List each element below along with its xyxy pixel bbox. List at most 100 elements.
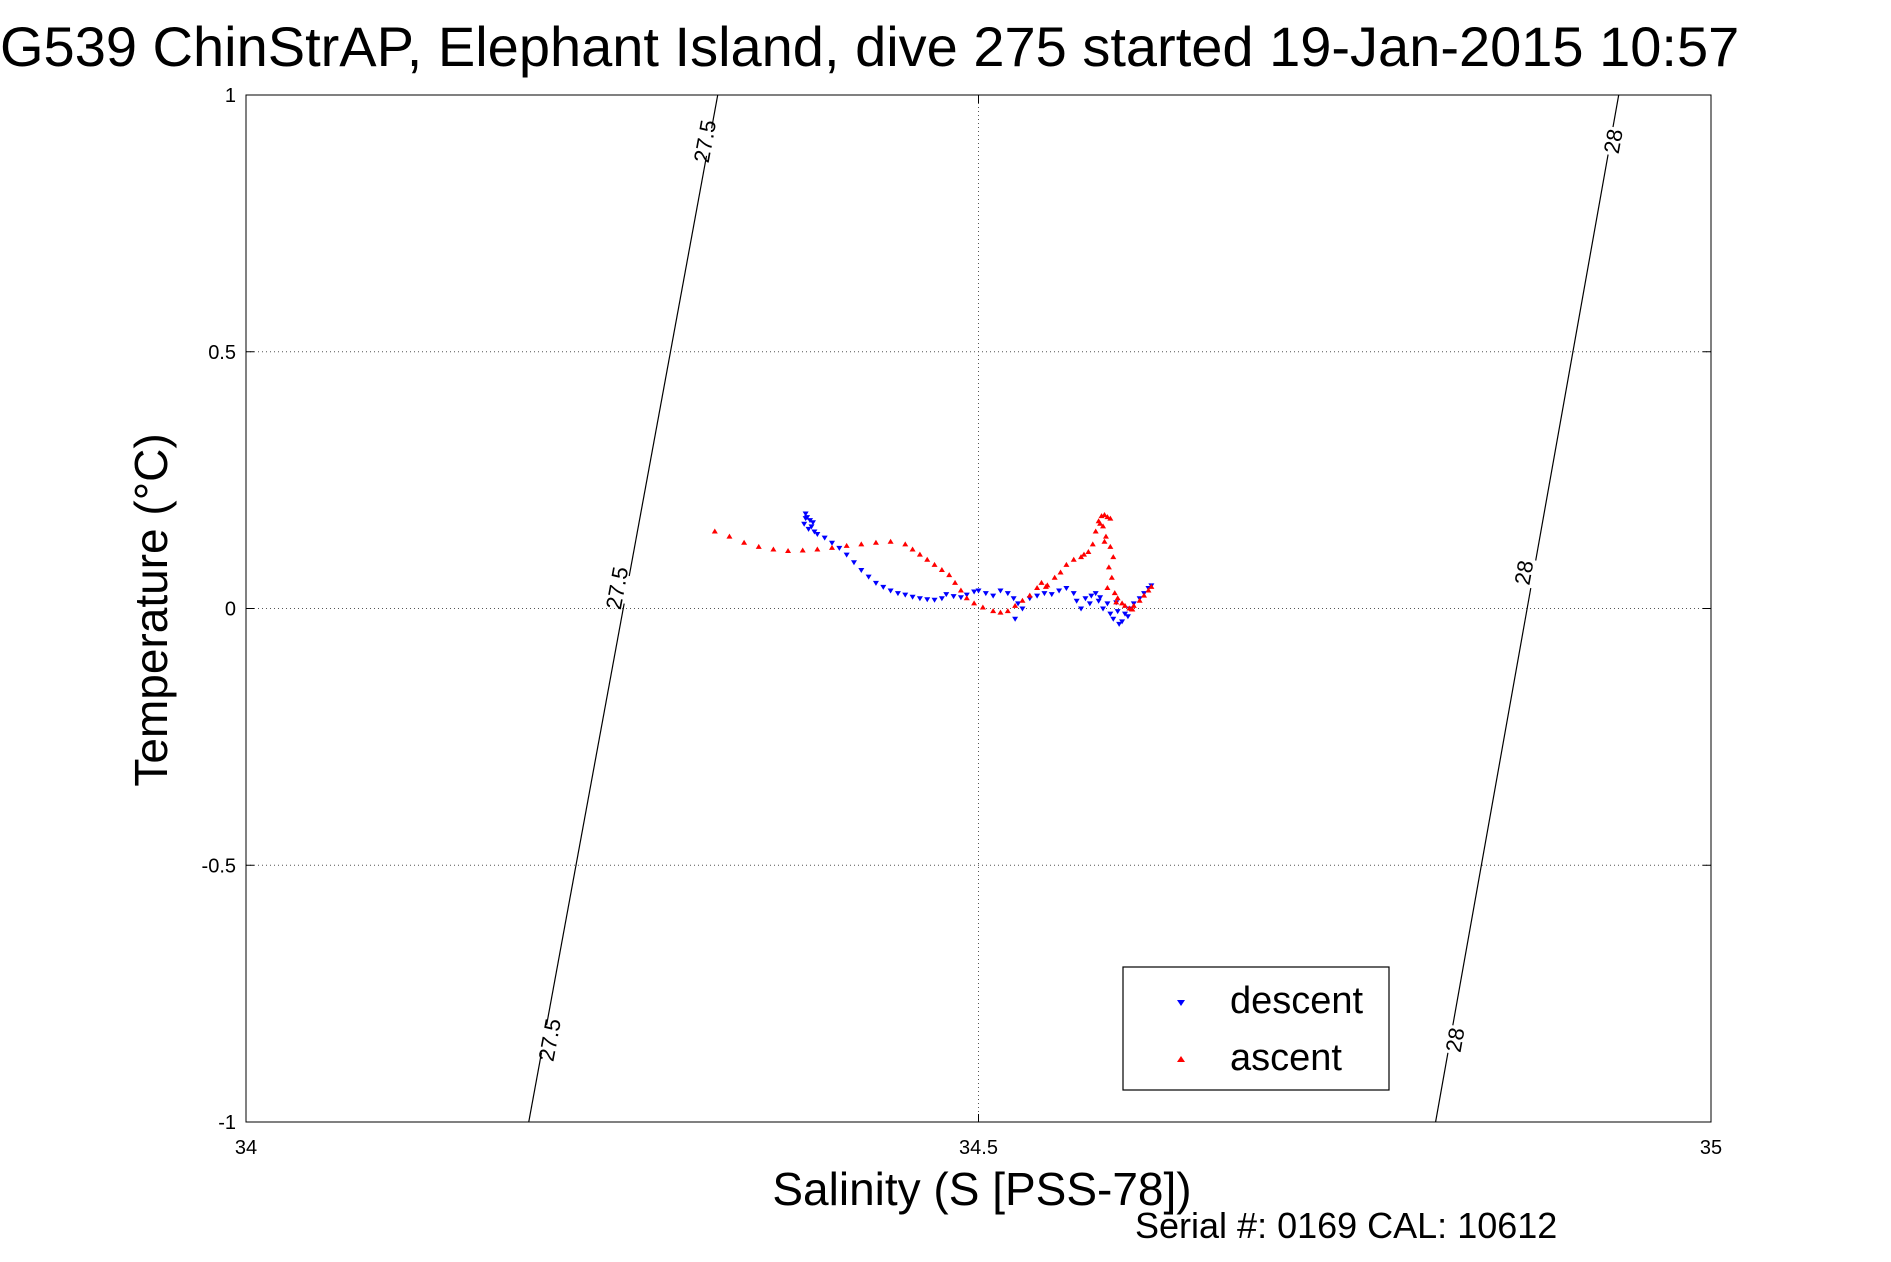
descent-point-13: [843, 552, 850, 558]
ascent-point-46: [1107, 515, 1114, 521]
ascent-point-49: [1107, 543, 1114, 549]
descent-point-32: [975, 588, 982, 594]
descent-point-22: [909, 594, 916, 600]
descent-point-55: [1104, 601, 1111, 607]
ascent-point-31: [1034, 584, 1041, 590]
ascent-point-44: [1101, 512, 1108, 518]
ascent-point-56: [1119, 600, 1126, 606]
descent-point-54: [1100, 606, 1107, 612]
isopycnal-lines: 27.5 27.5 27.5 28 28 28: [521, 94, 1641, 1123]
ascent-point-40: [1089, 541, 1096, 547]
x-axis-label: Salinity (S [PSS-78]): [772, 1163, 1191, 1215]
ascent-point-38: [1078, 554, 1085, 560]
descent-point-38: [1015, 601, 1022, 607]
isopycnal-label-bg-0-2: [676, 122, 733, 160]
descent-point-43: [1041, 591, 1048, 597]
ascent-point-53: [1104, 584, 1111, 590]
ascent-point-22: [963, 595, 970, 601]
descent-point-34: [990, 593, 997, 599]
ascent-point-3: [755, 543, 762, 549]
ascent-point-29: [1019, 597, 1026, 603]
y-tick-label-2: 0: [225, 599, 236, 621]
descent-point-15: [858, 567, 865, 573]
ascent-point-11: [872, 539, 879, 545]
ascent-point-5: [785, 547, 792, 553]
descent-point-33: [982, 591, 989, 597]
descent-point-21: [902, 592, 909, 598]
descent-point-30: [963, 592, 970, 598]
descent-point-17: [872, 580, 879, 586]
ascent-point-32: [1038, 579, 1045, 585]
legend-label-descent: descent: [1230, 980, 1364, 1022]
descent-point-47: [1070, 591, 1077, 597]
ascent-point-54: [1111, 590, 1118, 596]
legend-marker-descent: [1177, 1000, 1185, 1006]
descent-point-46: [1063, 585, 1070, 591]
isopycnal-label-0-1: 27.5: [601, 565, 633, 612]
descent-point-20: [894, 591, 901, 597]
isopycnal-line-1: [1434, 94, 1620, 1123]
isopycnal-label-1-2: 28: [1599, 127, 1628, 155]
descent-point-44: [1048, 592, 1055, 598]
ascent-point-7: [814, 546, 821, 552]
ascent-point-64: [1042, 583, 1049, 589]
ascent-point-6: [799, 547, 806, 553]
ascent-point-26: [997, 609, 1004, 615]
descent-point-18: [880, 584, 887, 590]
serial-cal-footer: Serial #: 0169 CAL: 10612: [1135, 1205, 1557, 1246]
ascent-point-52: [1108, 574, 1115, 580]
ascent-point-63: [1148, 583, 1155, 589]
descent-point-26: [938, 596, 945, 602]
descent-point-52: [1092, 591, 1099, 597]
isopycnal-label-bg-1-0: [1426, 1021, 1483, 1059]
ascent-point-19: [946, 572, 953, 578]
isopycnal-label-0-2: 27.5: [689, 118, 721, 165]
descent-point-10: [821, 535, 828, 541]
ascent-point-45: [1104, 514, 1111, 520]
y-tick-label-4: -1: [218, 1112, 236, 1134]
descent-point-58: [1114, 609, 1121, 615]
descent-point-39: [1012, 616, 1019, 622]
descent-point-36: [1004, 591, 1011, 597]
isopycnal-label-bg-1-2: [1584, 122, 1641, 160]
descent-point-27: [943, 592, 950, 598]
x-tick-label-0: 34: [235, 1137, 257, 1159]
grid-lines: [245, 94, 1712, 1123]
descent-point-19: [887, 588, 894, 594]
descent-point-42: [1034, 593, 1041, 599]
legend-marker-ascent: [1177, 1056, 1185, 1062]
descent-point-9: [814, 532, 821, 538]
ascent-point-65: [1080, 551, 1087, 557]
descent-point-40: [1019, 606, 1026, 612]
descent-point-0: [802, 511, 809, 517]
ascent-point-23: [971, 600, 978, 606]
descent-point-48: [1073, 598, 1080, 604]
ascent-point-66: [1097, 520, 1104, 526]
ascent-point-16: [924, 556, 931, 562]
descent-point-12: [836, 545, 843, 551]
descent-point-6: [811, 529, 818, 535]
descent-point-61: [1122, 611, 1128, 617]
legend: descent ascent: [1122, 966, 1390, 1091]
ascent-point-15: [916, 551, 923, 557]
x-tick-label-1: 34.5: [959, 1137, 998, 1159]
ascent-point-27: [1004, 608, 1011, 614]
descent-point-25: [931, 597, 938, 603]
descent-point-31: [971, 589, 978, 595]
ascent-point-25: [990, 608, 997, 614]
ascent-point-37: [1070, 556, 1077, 562]
descent-point-69: [1097, 595, 1104, 601]
descent-point-59: [1116, 621, 1123, 627]
ascent-point-69: [1129, 606, 1136, 612]
ascent-point-28: [1012, 602, 1019, 608]
ascent-point-1: [726, 533, 733, 539]
descent-point-23: [916, 596, 923, 602]
ascent-point-0: [711, 528, 718, 534]
ascent-point-34: [1051, 574, 1058, 580]
descent-point-8: [809, 520, 816, 526]
ascent-point-39: [1085, 549, 1092, 555]
isopycnal-label-1-0: 28: [1441, 1026, 1470, 1054]
legend-label-ascent: ascent: [1230, 1037, 1342, 1079]
isopycnal-label-0-0: 27.5: [534, 1017, 566, 1064]
ascent-point-8: [829, 544, 835, 550]
